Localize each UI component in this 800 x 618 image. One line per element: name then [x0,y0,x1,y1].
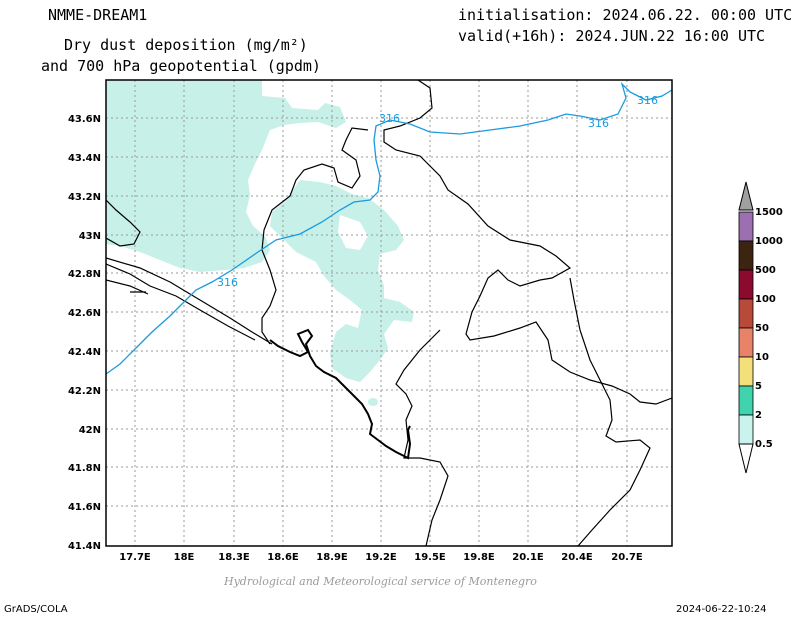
lat-tick-label: 42.4N [68,347,101,358]
colorbar-level-label: 1500 [755,207,783,218]
lat-tick-label: 42.6N [68,308,101,319]
valid-time: valid(+16h): 2024.JUN.22 16:00 UTC [458,27,766,45]
country-borders [106,80,672,546]
lon-tick-label: 20.7E [611,552,643,563]
grads-label: GrADS/COLA [4,604,68,615]
colorbar-level-label: 100 [755,294,776,305]
colorbar-bottom-arrow [738,443,754,474]
timestamp-label: 2024-06-22-10:24 [676,604,767,615]
contour-label: 316 [379,112,400,125]
lon-tick-label: 18.9E [316,552,348,563]
lon-tick-label: 18E [174,552,195,563]
lat-tick-label: 43.4N [68,153,101,164]
lat-tick-label: 41.8N [68,463,101,474]
map-frame [105,79,673,547]
lon-tick-label: 19.2E [365,552,397,563]
dust-deposition-area [106,80,414,406]
colorbar-level-label: 1000 [755,236,783,247]
lat-tick-label: 42.2N [68,386,101,397]
contour-label: 316 [588,117,609,130]
init-time: initialisation: 2024.06.22. 00:00 UTC [458,6,793,24]
lon-tick-label: 17.7E [119,552,151,563]
lon-tick-label: 18.3E [218,552,250,563]
grid-lines [106,80,672,546]
geopotential-contour-316 [106,81,672,375]
colorbar-swatch [738,327,754,358]
colorbar-level-label: 0.5 [755,439,773,450]
colorbar-level-label: 5 [755,381,762,392]
contour-label: 316 [217,276,238,289]
chart-title-line2: and 700 hPa geopotential (gpdm) [41,57,321,75]
colorbar-swatch [738,356,754,387]
colorbar-level-label: 10 [755,352,769,363]
colorbar-level-label: 50 [755,323,769,334]
colorbar-swatch [738,269,754,300]
lon-axis: 17.7E 18E 18.3E 18.6E 18.9E 19.2E 19.5E … [119,552,643,563]
lon-tick-label: 19.5E [414,552,446,563]
colorbar-swatch [738,211,754,242]
lat-tick-label: 43.2N [68,192,101,203]
colorbar-top-arrow [738,181,754,211]
colorbar-swatch [738,240,754,271]
credit-text: Hydrological and Meteorological service … [224,575,537,588]
colorbar-swatch [738,414,754,445]
colorbar-level-label: 500 [755,265,776,276]
colorbar-swatch [738,385,754,416]
lon-tick-label: 20.1E [512,552,544,563]
lat-tick-label: 41.4N [68,541,101,552]
lat-tick-label: 42N [79,425,101,436]
lat-axis: 43.6N 43.4N 43.2N 43N 42.8N 42.6N 42.4N … [68,114,101,552]
lat-tick-label: 41.6N [68,502,101,513]
colorbar-swatch [738,298,754,329]
lat-tick-label: 43N [79,231,101,242]
model-name: NMME-DREAM1 [48,6,148,24]
colorbar-level-label: 2 [755,410,762,421]
contour-label: 316 [637,94,658,107]
lon-tick-label: 19.8E [463,552,495,563]
lat-tick-label: 42.8N [68,269,101,280]
colorbar: 1500 1000 500 100 50 10 5 2 0.5 [738,181,783,474]
coastline [269,328,412,460]
lon-tick-label: 18.6E [267,552,299,563]
chart-title-line1: Dry dust deposition (mg/m²) [64,36,308,54]
lat-tick-label: 43.6N [68,114,101,125]
lon-tick-label: 20.4E [561,552,593,563]
